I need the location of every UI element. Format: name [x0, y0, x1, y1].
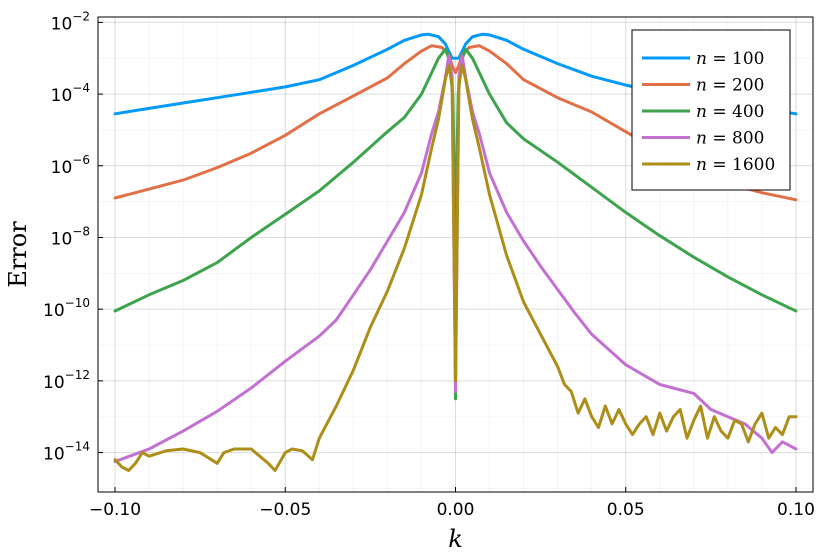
legend-label: n = 400 — [696, 102, 764, 122]
legend-value: = 400 — [707, 102, 765, 122]
y-tick-exponent: −14 — [65, 440, 90, 454]
legend-variable: n — [696, 155, 707, 175]
y-tick-label: 10−14 — [43, 440, 90, 465]
y-tick-base: 10 — [43, 373, 65, 393]
series-line-n-1600 — [113, 63, 798, 472]
y-tick-label: 10−4 — [51, 81, 90, 106]
x-tick-label: 0.05 — [607, 500, 645, 520]
y-tick-label: 10−6 — [51, 153, 90, 178]
y-tick-exponent: −12 — [65, 368, 90, 382]
x-axis-ticks: −0.10 −0.05 0.00 0.05 0.10 — [89, 487, 815, 520]
y-tick-base: 10 — [43, 445, 65, 465]
x-tick-label: −0.10 — [89, 500, 141, 520]
x-tick-label: −0.05 — [259, 500, 311, 520]
plot-area — [113, 32, 798, 472]
legend-variable: n — [696, 49, 707, 69]
x-tick-label: 0.10 — [777, 500, 815, 520]
y-tick-base: 10 — [51, 229, 73, 249]
series-line-n-100 — [113, 32, 798, 116]
legend-label: n = 100 — [696, 49, 764, 69]
y-tick-exponent: −4 — [72, 81, 90, 95]
y-tick-exponent: −2 — [72, 9, 90, 23]
legend-label: n = 800 — [696, 129, 764, 149]
legend-variable: n — [696, 129, 707, 149]
series-line-n-800 — [113, 54, 798, 463]
y-tick-label: 10−10 — [43, 296, 90, 321]
legend-value: = 200 — [707, 76, 765, 96]
legend-label: n = 200 — [696, 76, 764, 96]
legend-value: = 1600 — [707, 155, 775, 175]
y-tick-label: 10−12 — [43, 368, 90, 393]
y-tick-label: 10−8 — [51, 224, 90, 249]
legend-value: = 800 — [707, 129, 765, 149]
y-tick-base: 10 — [43, 301, 65, 321]
y-tick-base: 10 — [51, 158, 73, 178]
legend-value: = 100 — [707, 49, 765, 69]
legend-variable: n — [696, 102, 707, 122]
y-tick-exponent: −10 — [65, 296, 90, 310]
x-tick-label: 0.00 — [437, 500, 475, 520]
legend-variable: n — [696, 76, 707, 96]
y-tick-base: 10 — [51, 14, 73, 34]
y-tick-exponent: −6 — [72, 153, 90, 167]
series-line-n-200 — [113, 44, 798, 202]
y-axis-label: Error — [4, 221, 32, 288]
series-line-n-400 — [113, 47, 798, 401]
y-tick-exponent: −8 — [72, 224, 90, 238]
y-tick-base: 10 — [51, 86, 73, 106]
x-axis-label: k — [448, 525, 463, 553]
y-tick-label: 10−2 — [51, 9, 90, 34]
legend-label: n = 1600 — [696, 155, 775, 175]
